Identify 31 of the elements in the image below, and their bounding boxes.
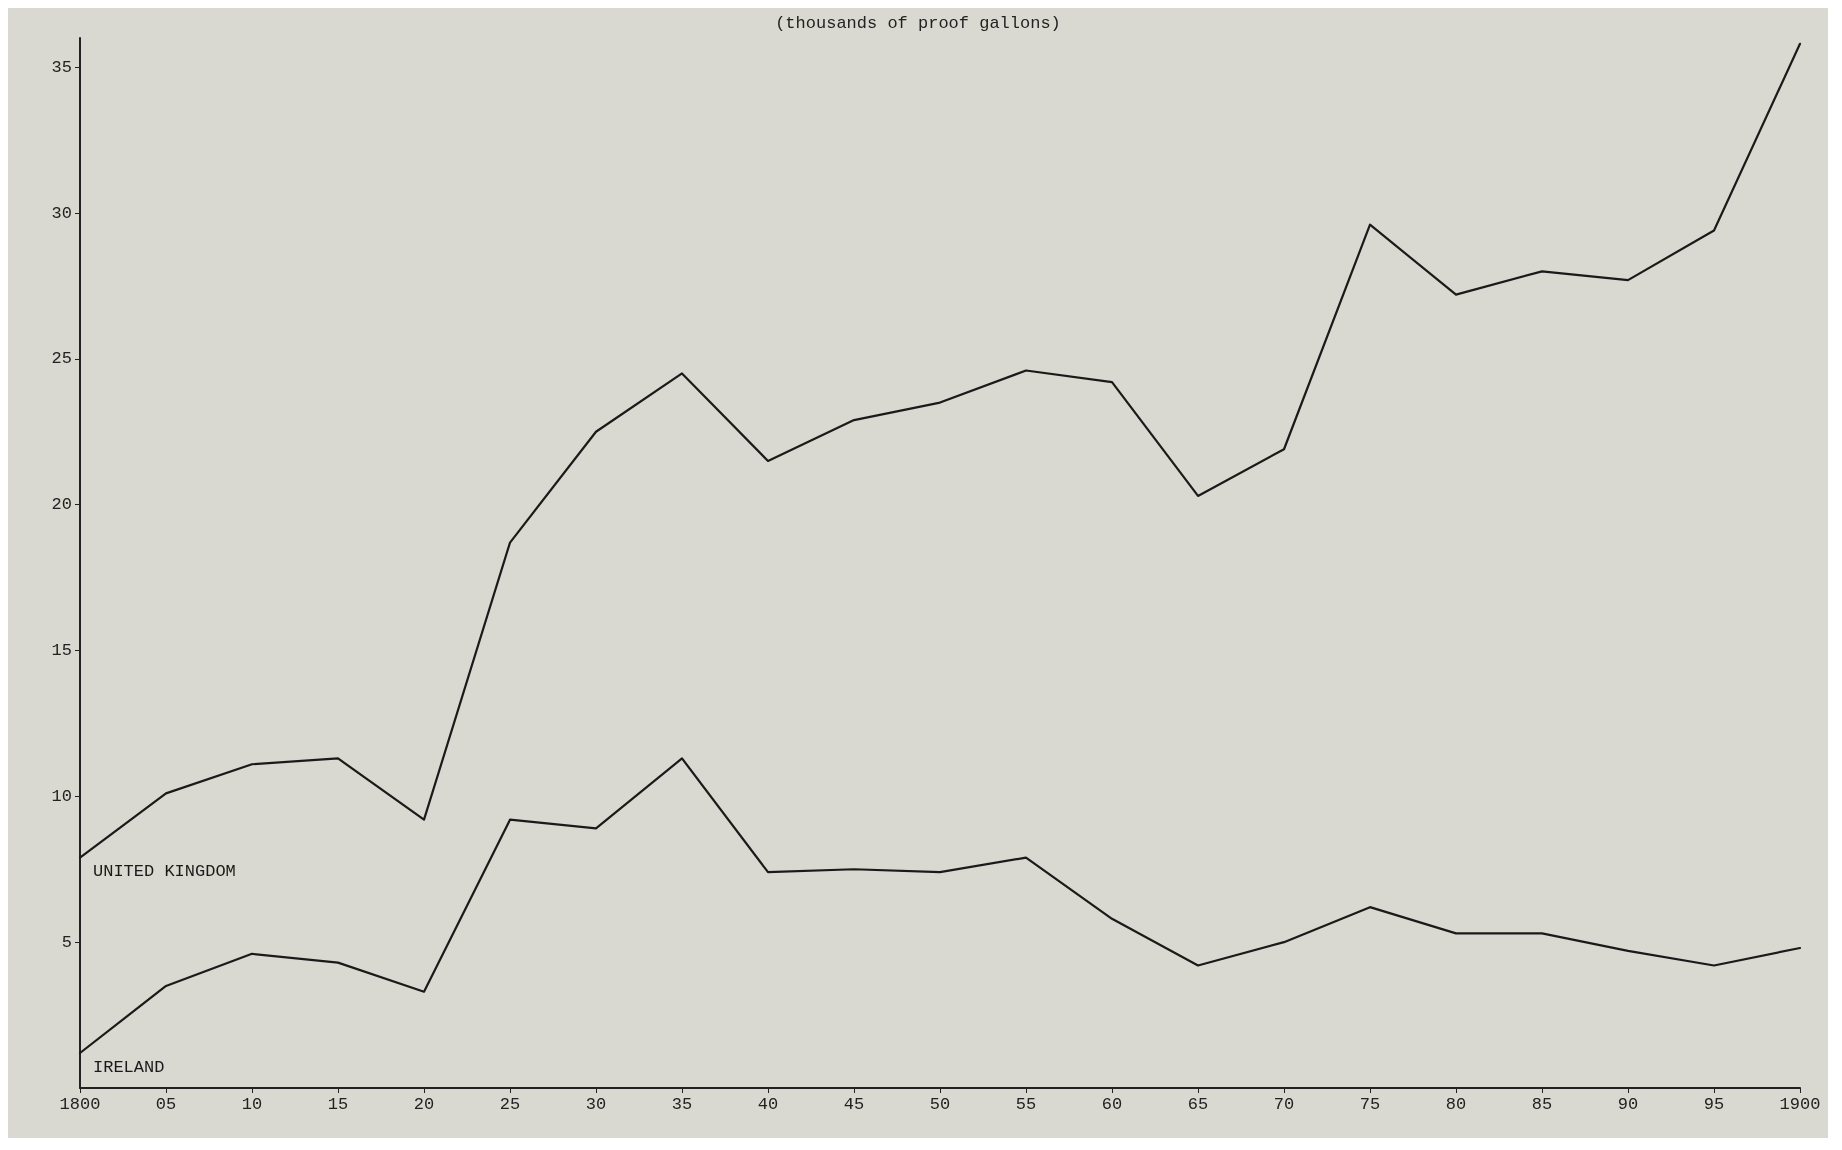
x-tick-label: 55 [1015, 1095, 1037, 1114]
x-tick-label: 80 [1445, 1095, 1467, 1114]
series-label: IRELAND [93, 1057, 165, 1077]
x-tick-label: 70 [1273, 1095, 1295, 1114]
x-tick-label: 15 [327, 1095, 349, 1114]
y-tick-label: 30 [51, 203, 72, 223]
x-tick-label: 20 [413, 1095, 435, 1114]
x-tick-label: 30 [585, 1095, 607, 1114]
x-tick-label: 1800 [59, 1095, 101, 1114]
x-tick-label: 90 [1617, 1095, 1639, 1114]
chart-title: (thousands of proof gallons) [775, 14, 1061, 33]
x-tick-label: 1900 [1779, 1095, 1821, 1114]
y-tick-label: 10 [51, 786, 72, 806]
series-label: UNITED KINGDOM [93, 862, 236, 882]
x-tick-label: 95 [1703, 1095, 1725, 1114]
y-tick-label: 5 [61, 932, 72, 952]
x-tick-label: 65 [1187, 1095, 1209, 1114]
y-tick-label: 15 [51, 641, 72, 660]
y-tick-label: 25 [51, 349, 72, 369]
y-tick-label: 35 [51, 57, 72, 77]
x-tick-label: 60 [1101, 1095, 1123, 1114]
y-tick-label: 20 [51, 495, 72, 515]
x-tick-label: 40 [757, 1095, 779, 1114]
x-tick-label: 05 [155, 1095, 177, 1114]
x-tick-label: 35 [671, 1095, 693, 1114]
x-tick-label: 25 [499, 1095, 521, 1114]
x-tick-label: 50 [929, 1095, 951, 1114]
x-tick-label: 75 [1359, 1095, 1381, 1114]
x-tick-label: 10 [241, 1095, 263, 1114]
x-tick-label: 45 [843, 1095, 865, 1114]
x-tick-label: 85 [1531, 1095, 1553, 1114]
